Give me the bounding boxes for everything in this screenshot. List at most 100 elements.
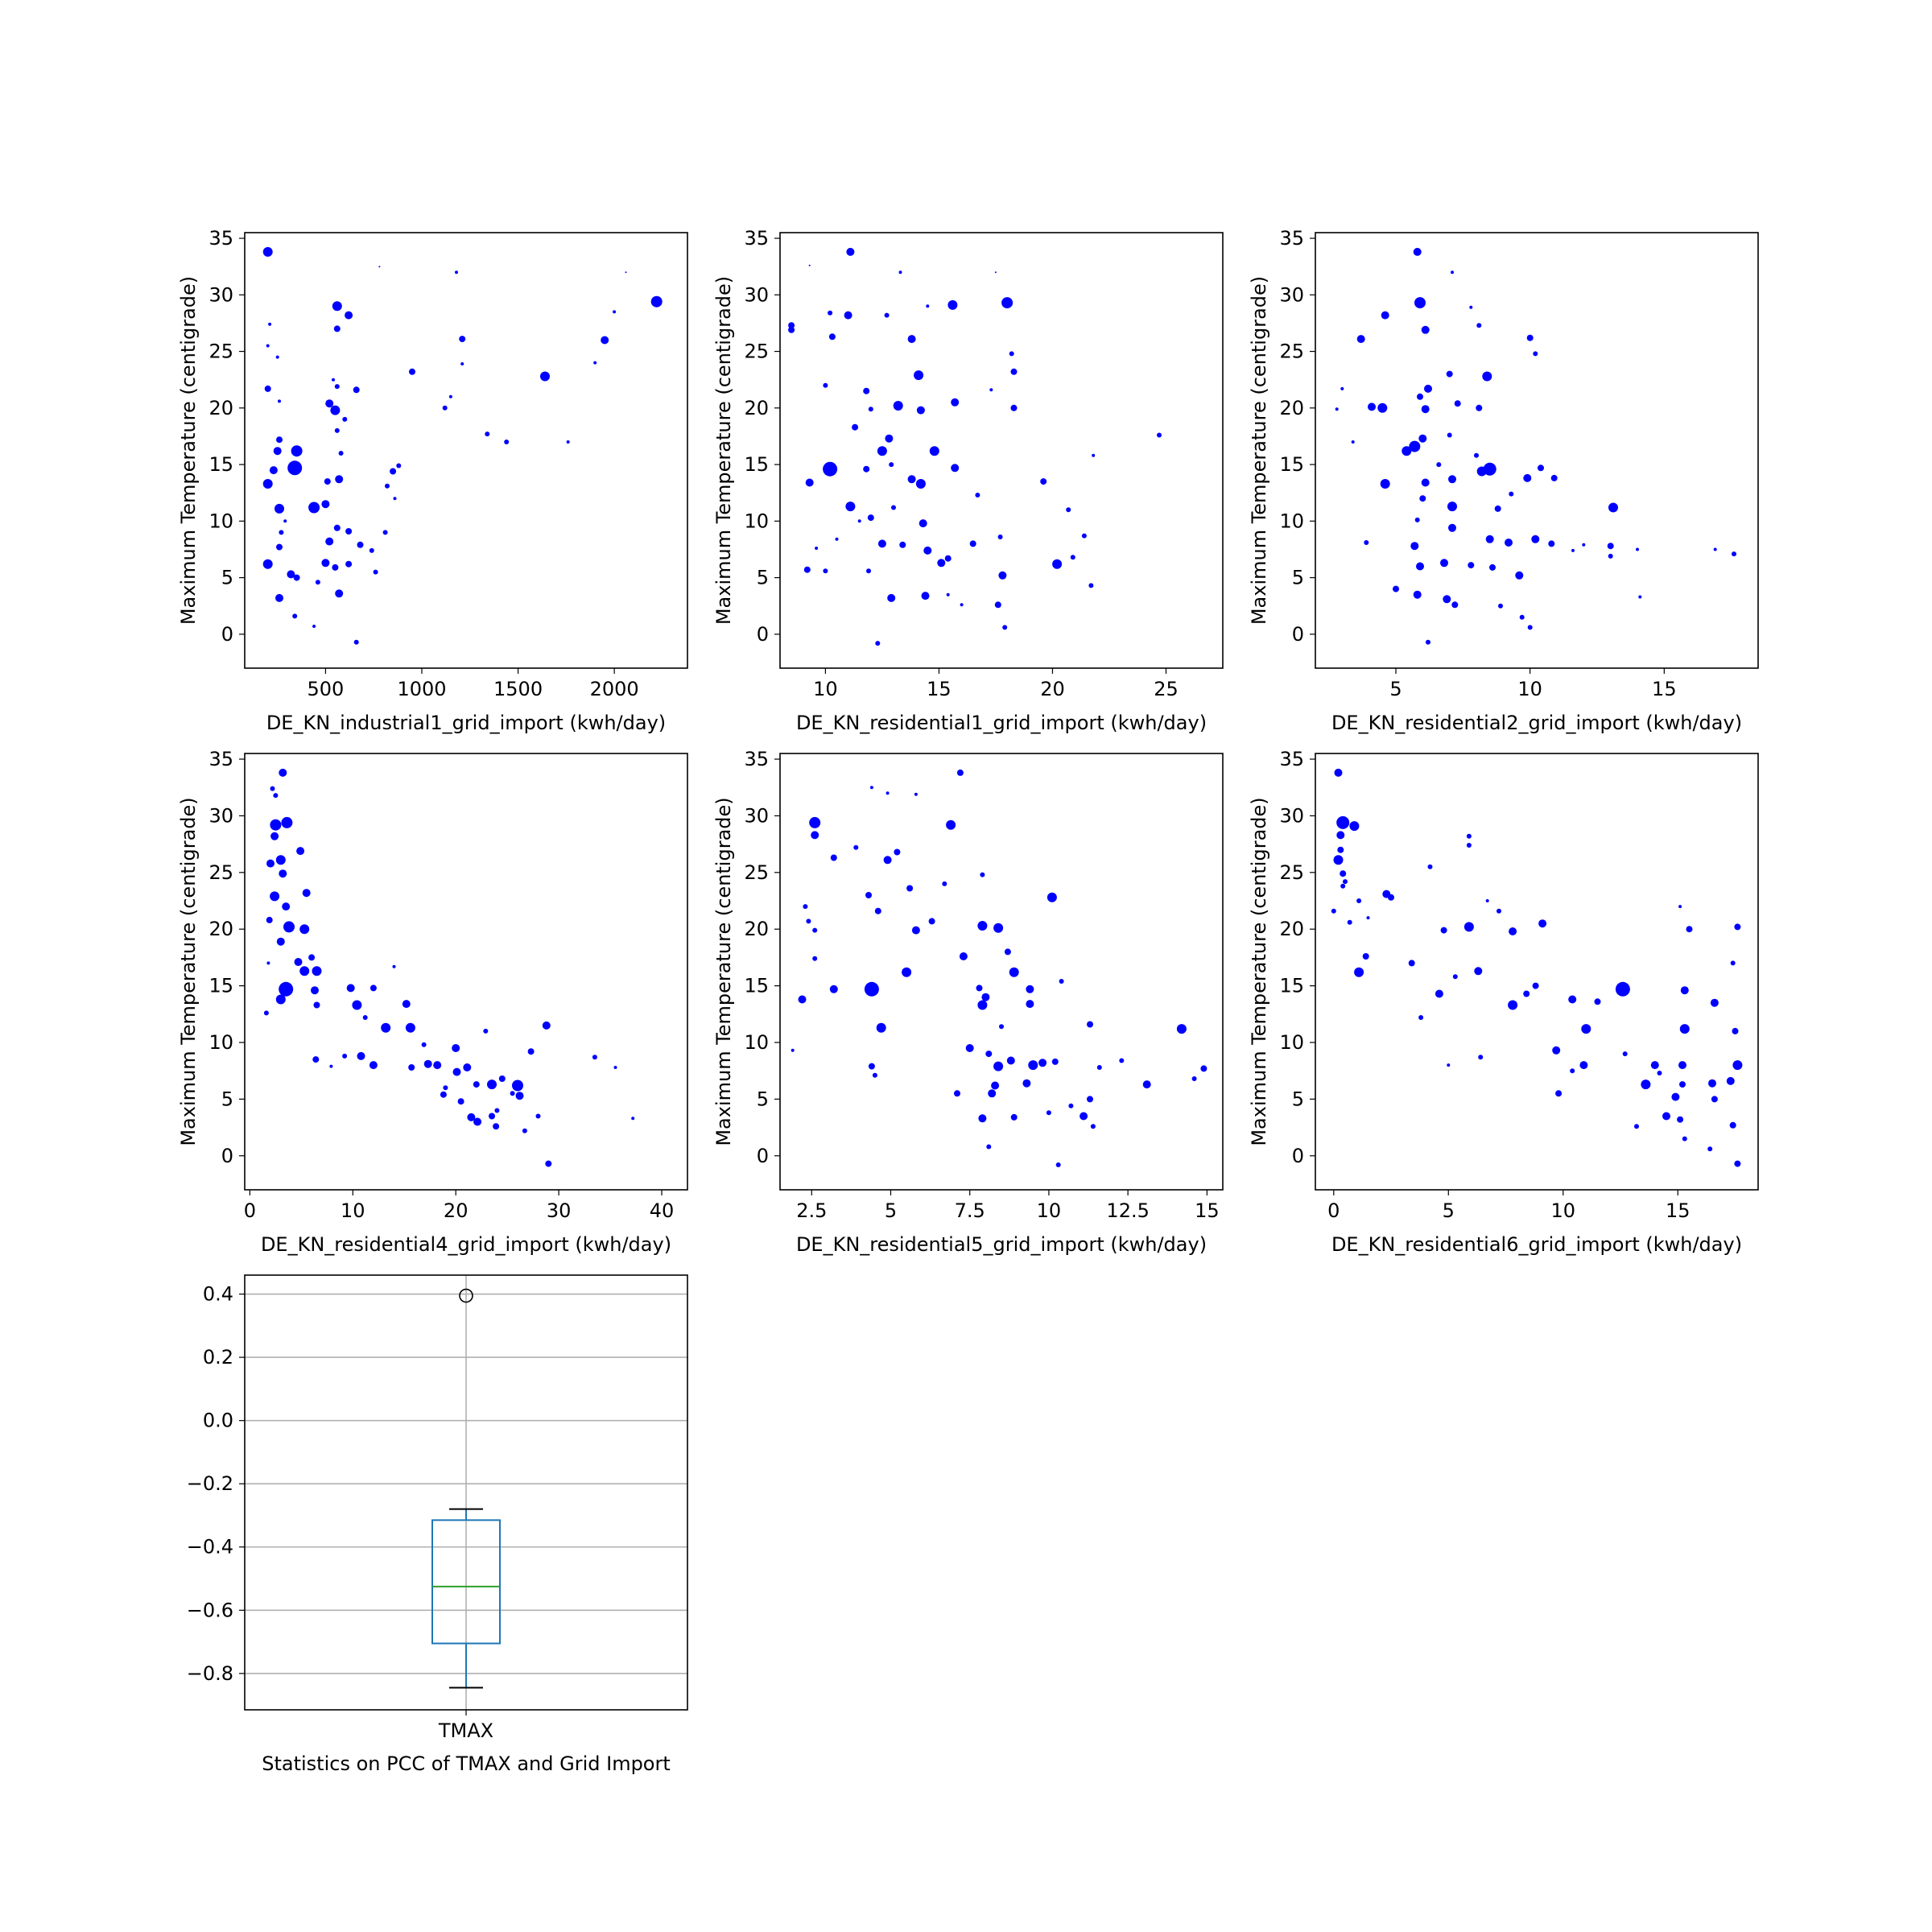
data-point <box>409 368 415 375</box>
data-point <box>369 1061 378 1070</box>
data-point <box>1532 982 1539 989</box>
data-point <box>1533 351 1538 357</box>
data-point <box>976 985 983 992</box>
data-point <box>287 570 295 579</box>
data-point <box>1680 986 1689 995</box>
data-point <box>1641 1080 1651 1090</box>
data-point <box>270 891 280 902</box>
y-tick-label: 35 <box>744 748 769 770</box>
data-point <box>1662 1112 1670 1121</box>
data-point <box>1682 1136 1687 1141</box>
data-point <box>997 535 1003 539</box>
data-point <box>1416 562 1424 571</box>
data-point <box>485 431 490 437</box>
data-point <box>1336 815 1350 829</box>
data-point <box>1051 1058 1059 1065</box>
data-point <box>907 475 916 484</box>
y-tick-label: 0.0 <box>203 1410 233 1432</box>
data-point <box>1038 1059 1047 1067</box>
data-point <box>324 478 331 485</box>
data-point <box>1046 892 1057 902</box>
data-point <box>313 1001 320 1009</box>
data-point <box>1436 462 1442 468</box>
data-point <box>1686 926 1693 933</box>
data-point <box>874 907 881 914</box>
data-point <box>352 1000 362 1010</box>
data-point <box>1650 1061 1659 1070</box>
data-point <box>433 1061 442 1070</box>
y-tick-label: 15 <box>744 453 769 476</box>
data-point <box>440 1091 447 1098</box>
data-point <box>1356 898 1362 903</box>
data-point <box>527 1048 535 1055</box>
data-point <box>650 295 663 308</box>
data-point <box>875 641 881 646</box>
data-point <box>333 524 341 531</box>
data-point <box>883 856 892 865</box>
data-point <box>278 399 281 403</box>
data-point <box>894 848 901 856</box>
data-point <box>1466 833 1472 839</box>
data-point <box>275 593 283 602</box>
chart-panel-pcc-stats <box>239 1274 688 1715</box>
data-point <box>994 601 1001 609</box>
data-point <box>852 423 859 431</box>
data-point <box>928 918 935 925</box>
x-tick-label: 500 <box>308 678 345 700</box>
data-point <box>463 1063 472 1071</box>
data-point <box>906 885 914 892</box>
data-point <box>1451 601 1459 609</box>
data-point <box>1579 1061 1588 1070</box>
data-point <box>830 854 837 861</box>
chart-panel-residential1 <box>774 232 1224 674</box>
x-axis-label: DE_KN_residential6_grid_import (kwh/day) <box>1331 1233 1742 1256</box>
data-point <box>1622 1051 1628 1057</box>
y-tick-label: 30 <box>744 283 769 306</box>
data-point <box>1550 474 1558 481</box>
data-point <box>1638 595 1642 599</box>
axes-frame <box>244 753 688 1191</box>
data-point <box>1410 542 1419 551</box>
x-tick-label: 25 <box>1154 678 1179 700</box>
x-axis-label: DE_KN_residential5_grid_import (kwh/day) <box>796 1233 1207 1256</box>
data-point <box>1052 559 1063 569</box>
data-point <box>1368 402 1376 411</box>
y-tick-label: 25 <box>1279 341 1304 363</box>
y-tick-label: 30 <box>1279 283 1304 306</box>
data-point <box>282 902 291 911</box>
data-point <box>1526 334 1534 341</box>
data-point <box>279 869 287 878</box>
data-point <box>1087 1096 1093 1103</box>
data-point <box>1417 393 1423 400</box>
data-point <box>1356 335 1365 344</box>
data-point <box>1581 1024 1591 1034</box>
data-point <box>333 325 341 332</box>
y-tick-label: 20 <box>208 918 233 940</box>
data-point <box>268 322 272 326</box>
y-tick-label: 25 <box>1279 861 1304 884</box>
x-tick-label: 40 <box>650 1199 675 1222</box>
data-point <box>1419 495 1426 502</box>
data-point <box>345 528 353 535</box>
data-point <box>1421 478 1430 487</box>
y-tick-label: 0.2 <box>203 1346 233 1368</box>
data-point <box>276 937 285 946</box>
y-tick-label: 5 <box>221 1088 233 1110</box>
y-tick-label: −0.4 <box>187 1536 233 1558</box>
y-axis-label: Maximum Temperature (centigrade) <box>1248 276 1270 625</box>
y-tick-label: 30 <box>208 804 233 827</box>
data-point <box>299 924 310 935</box>
data-point <box>1009 967 1019 977</box>
data-point <box>332 564 339 571</box>
data-point <box>1708 1079 1716 1088</box>
data-point <box>266 859 275 868</box>
y-tick-label: 20 <box>744 397 769 419</box>
data-point <box>937 559 946 568</box>
data-point <box>1336 831 1345 840</box>
axes-frame <box>244 1274 688 1711</box>
data-point <box>270 819 282 831</box>
data-point <box>1476 323 1482 328</box>
data-point <box>891 505 896 510</box>
data-point <box>946 819 956 830</box>
data-point <box>869 786 873 790</box>
